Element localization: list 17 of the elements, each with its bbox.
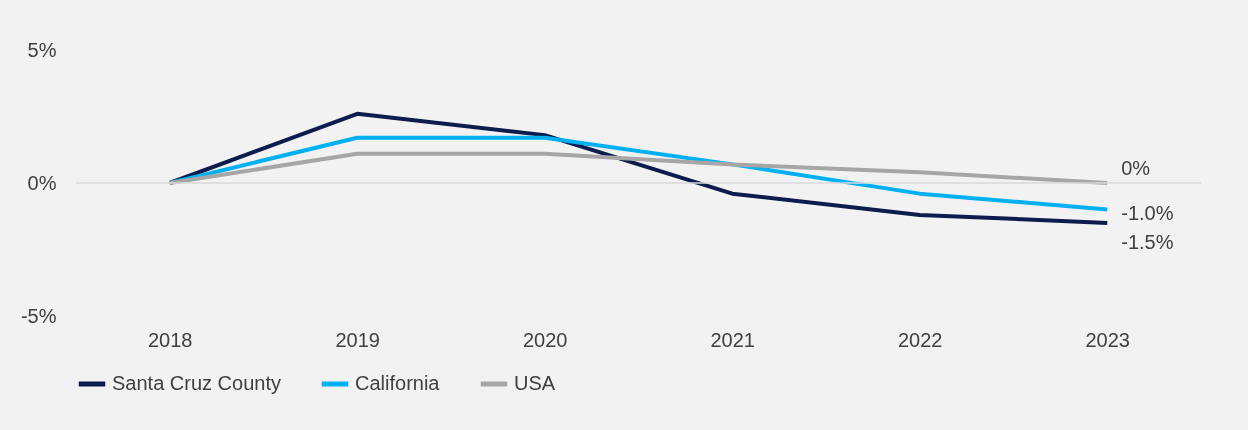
x-tick-label: 2021: [710, 328, 755, 351]
line-series: [167, 151, 1110, 185]
x-tick-label: 2022: [898, 328, 943, 351]
data-label: -1.5%: [1121, 230, 1174, 253]
legend-label: USA: [514, 372, 556, 394]
x-tick-label: 2023: [1085, 328, 1130, 351]
y-tick-label: 0%: [27, 171, 57, 194]
legend-label: California: [355, 372, 441, 394]
x-tick-label: 2019: [335, 328, 380, 351]
data-label: -1.0%: [1121, 201, 1174, 224]
y-tick-label: -5%: [20, 304, 57, 327]
data-label: 0%: [1121, 157, 1151, 179]
legend-label: Santa Cruz County: [112, 372, 281, 394]
x-tick-label: 2020: [523, 328, 568, 351]
line-series: [167, 135, 1110, 212]
y-tick-label: 5%: [27, 38, 57, 61]
x-tick-label: 2018: [148, 328, 193, 351]
